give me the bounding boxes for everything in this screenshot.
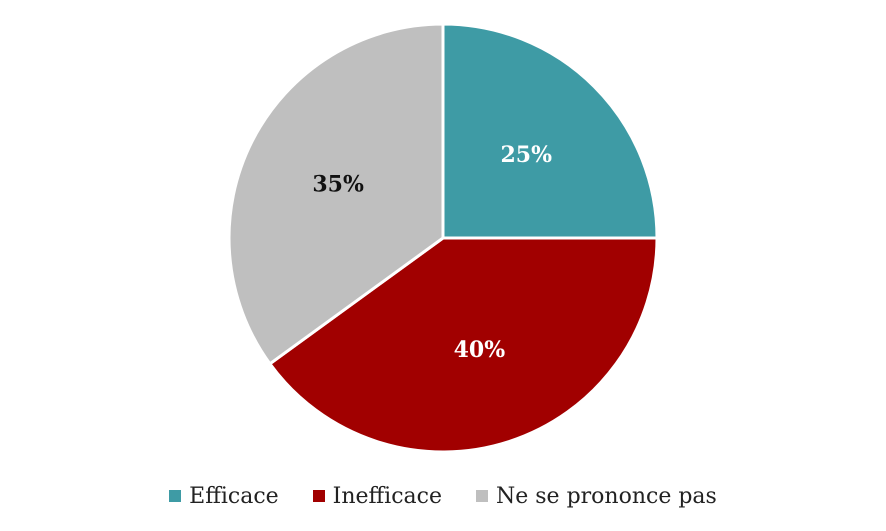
pie-slice-inefficace — [268, 236, 659, 454]
legend: Efficace Inefficace Ne se prononce pas — [0, 480, 886, 512]
legend-label-efficace: Efficace — [189, 483, 279, 509]
legend-swatch-inefficace — [312, 490, 325, 502]
legend-item-efficace: Efficace — [169, 484, 279, 509]
slice-label-inefficace: 40% — [454, 337, 506, 363]
slice-label-ne-se-prononce-pas: 35% — [312, 172, 364, 198]
legend-label-ne-se-prononce-pas: Ne se prononce pas — [496, 483, 717, 509]
legend-item-inefficace: Inefficace — [312, 483, 442, 509]
legend-label-inefficace: Inefficace — [332, 483, 442, 509]
legend-swatch-ne-se-prononce-pas — [476, 490, 488, 502]
pie-slice-ne-se-prononce-pas — [227, 22, 445, 366]
legend-item-ne-se-prononce-pas: Ne se prononce pas — [476, 484, 717, 509]
slice-label-efficace: 25% — [500, 142, 552, 168]
pie-slices — [227, 22, 659, 454]
legend-swatch-efficace — [169, 490, 182, 502]
slice-labels: 25% 40% 35% — [312, 142, 552, 363]
pie-slice-efficace — [441, 22, 659, 240]
